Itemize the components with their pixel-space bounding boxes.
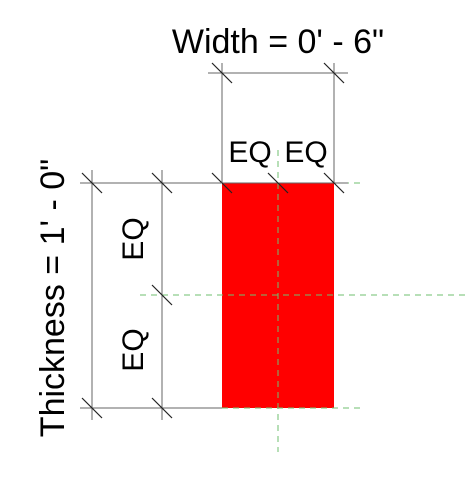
width-dimension bbox=[208, 62, 348, 183]
width-label: Width = 0' - 6" bbox=[172, 23, 384, 61]
eq-label: EQ bbox=[117, 217, 150, 260]
thickness-label: Thickness = 1' - 0" bbox=[34, 159, 72, 437]
eq-label: EQ bbox=[228, 136, 271, 169]
thickness-dimension bbox=[80, 170, 222, 420]
eq-label: EQ bbox=[117, 328, 150, 371]
eq-label: EQ bbox=[284, 136, 327, 169]
eq-dimension-vertical bbox=[151, 170, 173, 420]
